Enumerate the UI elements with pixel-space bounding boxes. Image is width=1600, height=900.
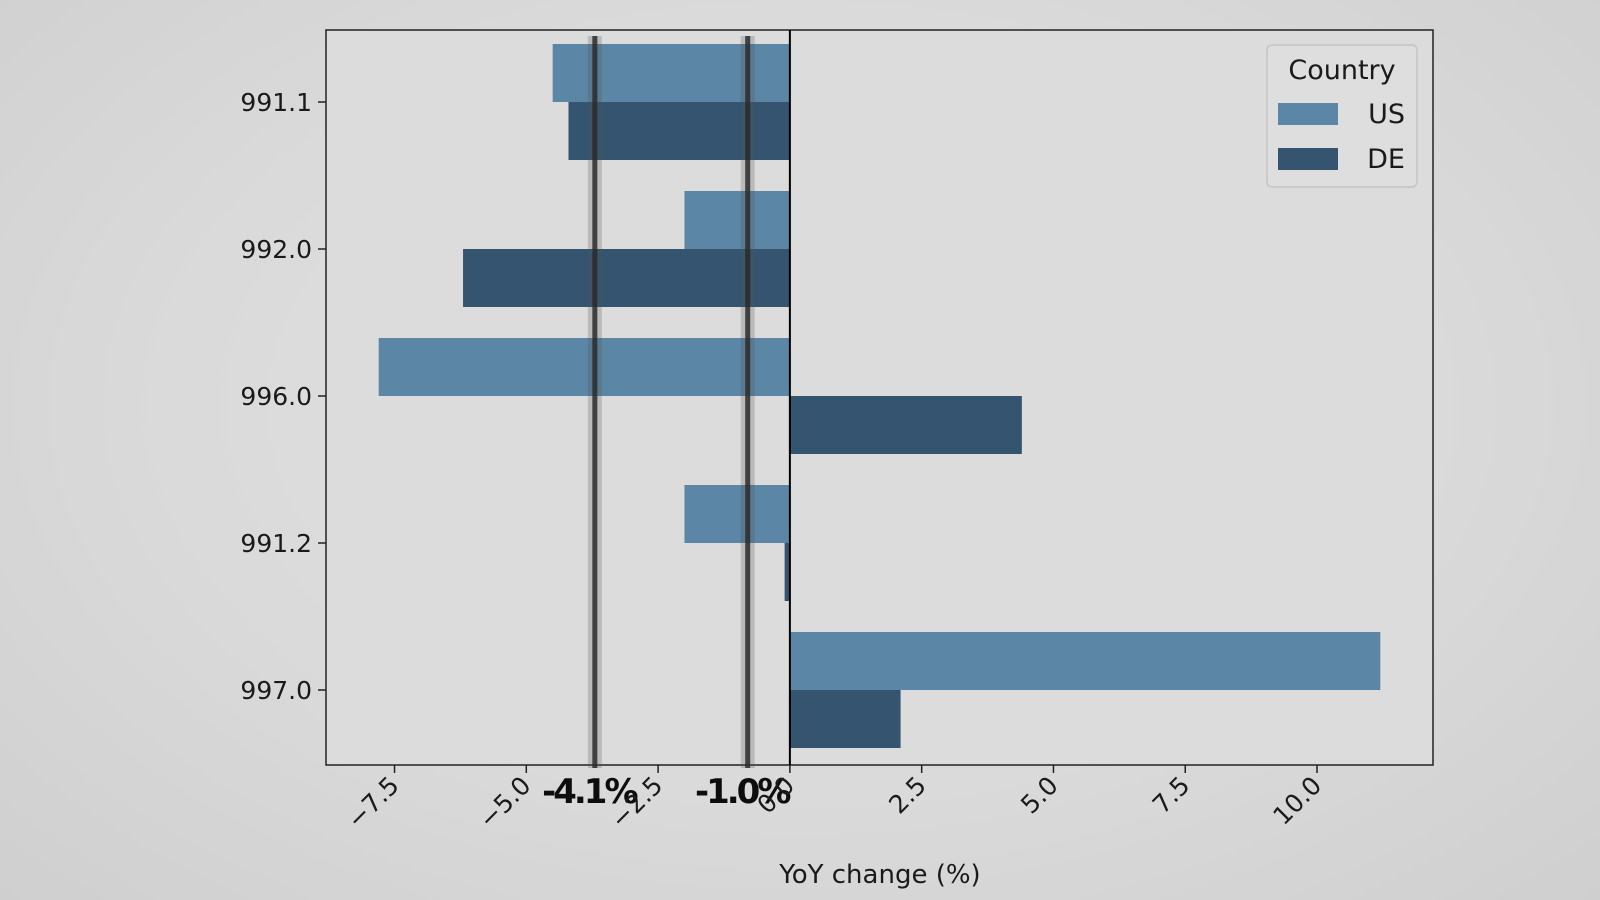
bar-de-997.0 [789,690,901,748]
bar-us-997.0 [789,632,1381,690]
legend-swatch-us [1278,103,1338,125]
legend-swatch-de [1278,148,1338,170]
y-tick-label: 991.2 [240,529,312,558]
y-tick-label: 991.1 [240,88,312,117]
bar-us-992.0 [684,191,790,249]
legend-label-de: DE [1367,144,1405,175]
bar-us-991.1 [552,44,790,102]
x-tick-label: 5.0 [1015,771,1064,820]
bar-de-996.0 [789,396,1022,454]
x-tick-label: −5.0 [473,771,536,834]
reference-lines-layer: -4.1% -1.0% [542,36,793,812]
y-tick-label: 997.0 [240,676,312,705]
y-tick-label: 992.0 [240,235,312,264]
legend-items: US DE [1278,99,1405,175]
x-tick-label: 7.5 [1147,771,1196,820]
x-axis-label: YoY change (%) [778,860,980,890]
y-tick-label: 996.0 [240,382,312,411]
reference-line-label-1: -1.0% [695,772,790,812]
bar-us-991.2 [684,485,790,543]
bar-us-996.0 [378,338,790,396]
x-tick-label: 10.0 [1267,771,1327,831]
legend: Country US DE [1266,44,1418,188]
bar-de-992.0 [463,249,790,307]
reference-line-label-0: -4.1% [542,772,637,812]
legend-title: Country [1288,55,1395,86]
bars-layer [378,44,1381,748]
y-axis-ticks: 991.1 992.0 996.0 991.2 997.0 [240,88,326,705]
legend-label-us: US [1368,99,1405,130]
x-axis-ticks: −7.5 −5.0 −2.5 0.0 2.5 5.0 7.5 10.0 [341,765,1327,834]
x-tick-label: −7.5 [341,771,404,834]
bar-de-991.1 [568,102,790,160]
x-tick-label: 2.5 [883,771,932,820]
bar-de-991.2 [784,543,790,601]
